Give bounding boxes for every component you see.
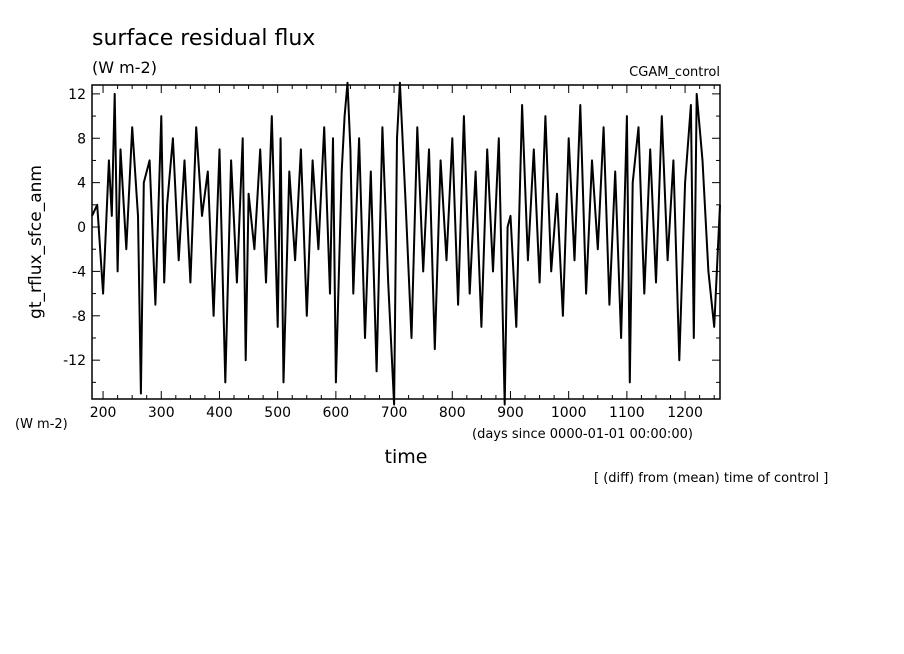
x-tick-label: 600 — [322, 405, 349, 421]
x-tick-label: 1200 — [667, 405, 703, 421]
x-tick-label: 1100 — [609, 405, 645, 421]
x-tick-label: 800 — [439, 405, 466, 421]
chart-note: [ (diff) from (mean) time of control ] — [594, 471, 828, 486]
x-tick-label: 300 — [148, 405, 175, 421]
x-axis-label: time — [385, 446, 428, 468]
y-axis-label: gt_rflux_sfce_anm — [26, 165, 46, 319]
y-tick-label: 8 — [77, 131, 86, 147]
y-tick-label: 12 — [68, 87, 86, 103]
y-tick-label: -4 — [72, 264, 86, 280]
x-tick-label: 500 — [264, 405, 291, 421]
y-tick-label: 4 — [77, 176, 86, 192]
series-line — [91, 81, 721, 406]
y-axis-unit: (W m-2) — [15, 417, 68, 432]
chart-title: surface residual flux — [92, 26, 315, 51]
chart-subtitle-units: (W m-2) — [92, 58, 157, 77]
x-tick-label: 200 — [90, 405, 117, 421]
y-tick-label: -8 — [72, 309, 86, 325]
x-tick-label: 700 — [381, 405, 408, 421]
plot-frame — [91, 84, 721, 400]
y-tick-label: -12 — [63, 353, 86, 369]
x-axis-unit: (days since 0000-01-01 00:00:00) — [472, 427, 693, 442]
x-tick-label: 1000 — [551, 405, 587, 421]
x-tick-label: 900 — [497, 405, 524, 421]
run-label: CGAM_control — [629, 65, 720, 80]
x-axis-ticks: 200 300 400 500 600 700 800 900 1000 1100 1200 — [90, 85, 715, 421]
x-tick-label: 400 — [206, 405, 233, 421]
y-tick-label: 0 — [77, 220, 86, 236]
